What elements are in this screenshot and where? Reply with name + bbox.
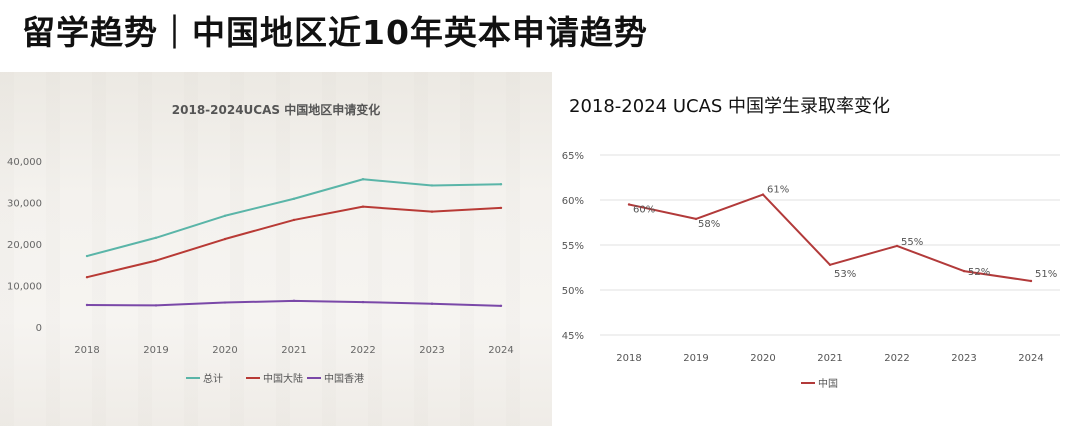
data-point: [85, 254, 89, 258]
legend-label: 中国: [818, 377, 838, 390]
data-point: [430, 302, 434, 305]
x-tick-label: 2023: [951, 353, 976, 364]
data-point: [694, 217, 698, 221]
y-tick-label: 45%: [562, 331, 584, 342]
data-point: [499, 206, 503, 210]
x-tick-label: 2019: [683, 353, 708, 364]
x-tick-label: 2020: [750, 353, 775, 364]
data-point: [499, 183, 503, 186]
x-tick-label: 2024: [1018, 353, 1043, 364]
legend-label: 中国香港: [324, 372, 364, 385]
data-label: 60%: [633, 205, 655, 216]
y-tick-label: 65%: [562, 151, 584, 162]
series-line-0: [86, 178, 502, 258]
data-point: [361, 205, 365, 208]
chart-title: 2018-2024 UCAS 中国学生录取率变化: [569, 96, 890, 117]
data-label: 52%: [968, 267, 990, 278]
y-tick-label: 60%: [562, 196, 584, 207]
data-point: [361, 178, 365, 181]
data-label: 61%: [767, 185, 789, 196]
admission-rate-chart: 2018-2024 UCAS 中国学生录取率变化 65% 60% 55% 50% 45% 2…: [562, 96, 1060, 390]
y-tick-label: 20,000: [7, 240, 42, 251]
data-point: [154, 304, 158, 307]
x-tick-label: 2023: [419, 345, 444, 356]
data-point: [292, 197, 296, 200]
data-label: 53%: [834, 269, 856, 280]
data-point: [962, 269, 966, 273]
x-tick-label: 2022: [350, 345, 375, 356]
y-tick-label: 40,000: [7, 157, 42, 168]
data-point: [223, 237, 227, 241]
x-tick-label: 2018: [616, 353, 641, 364]
data-point: [154, 236, 158, 239]
data-point: [292, 218, 296, 222]
x-tick-label: 2018: [74, 345, 99, 356]
data-point: [828, 263, 832, 266]
data-point: [154, 259, 158, 262]
data-point: [430, 184, 434, 187]
legend-label: 总计: [203, 372, 223, 385]
applications-chart-panel: 2018-2024UCAS 中国地区申请变化 40,000 30,000 20,000…: [0, 72, 552, 426]
data-label: 58%: [698, 219, 720, 230]
data-point: [223, 214, 227, 217]
x-tick-label: 2021: [817, 353, 842, 364]
data-point: [361, 300, 365, 304]
x-tick-label: 2021: [281, 345, 306, 356]
data-point: [761, 193, 765, 196]
data-label: 51%: [1035, 269, 1057, 280]
applications-chart: 2018-2024UCAS 中国地区申请变化 40,000 30,000 20,000…: [7, 102, 514, 385]
admission-rate-chart-panel: 2018-2024 UCAS 中国学生录取率变化 65% 60% 55% 50% 45% 2…: [552, 72, 1080, 426]
data-label: 55%: [901, 237, 923, 248]
chart-title: 2018-2024UCAS 中国地区申请变化: [172, 102, 380, 117]
data-point: [1029, 279, 1033, 283]
data-point: [292, 299, 296, 303]
data-point: [895, 244, 899, 248]
data-point: [85, 303, 89, 307]
x-tick-label: 2024: [488, 345, 513, 356]
y-tick-label: 50%: [562, 286, 584, 297]
y-tick-label: 0: [36, 323, 42, 334]
page-title: 留学趋势｜中国地区近10年英本申请趋势: [22, 13, 648, 52]
series-line-1: [86, 205, 502, 279]
x-tick-label: 2022: [884, 353, 909, 364]
y-tick-label: 30,000: [7, 199, 42, 210]
data-point: [499, 304, 503, 308]
y-tick-label: 10,000: [7, 282, 42, 293]
x-tick-label: 2019: [143, 345, 168, 356]
data-point: [627, 203, 631, 206]
y-tick-label: 55%: [562, 241, 584, 252]
data-point: [223, 301, 227, 304]
x-tick-label: 2020: [212, 345, 237, 356]
data-point: [430, 210, 434, 213]
legend-label: 中国大陆: [263, 372, 303, 385]
data-point: [85, 276, 89, 279]
